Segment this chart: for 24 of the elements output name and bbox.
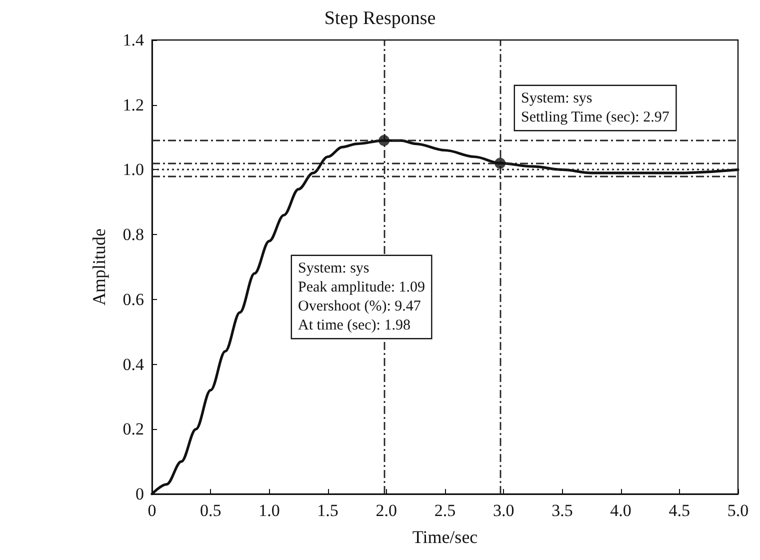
x-tick-label: 0.5 bbox=[200, 501, 222, 520]
y-tick-label: 0.2 bbox=[122, 420, 144, 439]
x-tick-label: 5.0 bbox=[727, 501, 749, 520]
y-tick-label: 0.8 bbox=[122, 225, 144, 244]
y-axis-title: Amplitude bbox=[89, 228, 109, 306]
x-tick-label: 4.5 bbox=[668, 501, 690, 520]
x-tick-label: 0 bbox=[148, 501, 156, 520]
x-tick-label: 1.5 bbox=[317, 501, 338, 520]
x-tick-label: 3.5 bbox=[552, 501, 573, 520]
y-tick-label: 1.0 bbox=[122, 160, 144, 180]
annotation: System: sys Settling Time (sec): 2.97 bbox=[521, 90, 670, 126]
y-tick-label: 1.4 bbox=[122, 30, 144, 50]
annotation: System: sys Peak amplitude: 1.09 Overshoot (%): 9.47 At time (sec): 1.98 bbox=[298, 260, 426, 334]
chart-title: Step Response bbox=[324, 8, 436, 29]
y-tick-label: 0.4 bbox=[122, 354, 144, 374]
y-tick-label: 0.6 bbox=[122, 290, 144, 309]
x-tick-label: 4.0 bbox=[610, 501, 632, 520]
y-tick-label: 1.2 bbox=[122, 95, 144, 114]
y-tick-label: 0 bbox=[136, 484, 144, 504]
x-tick-label: 3.0 bbox=[492, 501, 514, 520]
x-tick-label: 2.0 bbox=[376, 501, 398, 520]
x-tick-label: 2.5 bbox=[434, 501, 456, 520]
x-tick-label: 1.0 bbox=[258, 501, 280, 520]
x-axis-title: Time/sec bbox=[412, 527, 478, 547]
